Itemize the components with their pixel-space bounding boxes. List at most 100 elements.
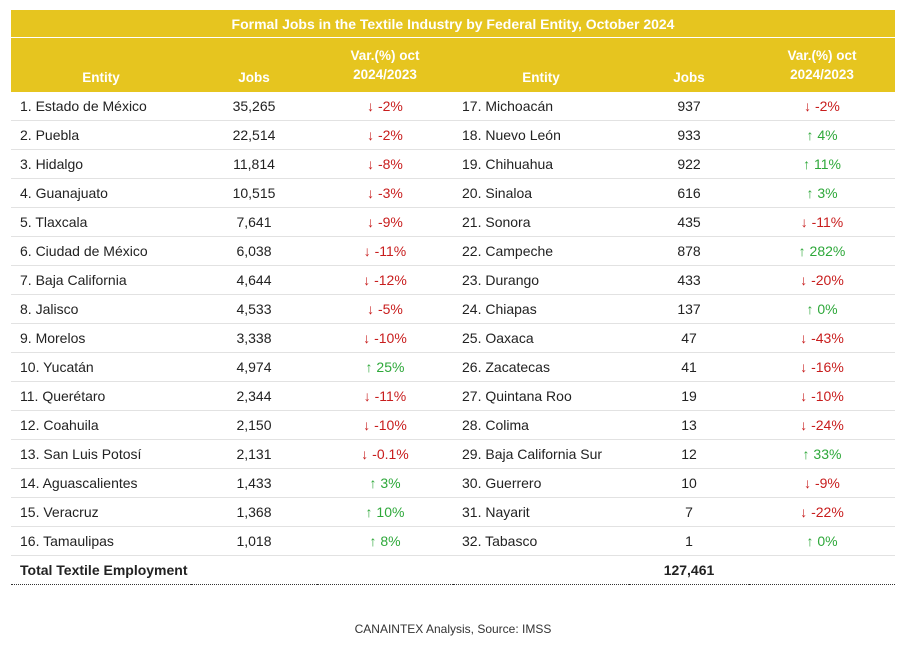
jobs-value: 616: [629, 178, 749, 208]
variation-cell: ↑ 8%: [317, 526, 453, 556]
table-container: Formal Jobs in the Textile Industry by F…: [11, 10, 895, 585]
entity-name: 2. Puebla: [11, 120, 191, 150]
table-row: 9. Morelos 3,338 ↓ -10% 25. Oaxaca 47 ↓ -43%: [11, 323, 895, 353]
arrow-up-icon: ↑: [806, 301, 814, 317]
jobs-value: 937: [629, 92, 749, 121]
entity-name: 13. San Luis Potosí: [11, 439, 191, 469]
variation-value: -16%: [811, 359, 844, 375]
entity-name: 26. Zacatecas: [453, 352, 629, 382]
jobs-value: 2,344: [191, 381, 317, 411]
table-row: 15. Veracruz 1,368 ↑ 10% 31. Nayarit 7 ↓ -22%: [11, 497, 895, 527]
variation-cell: ↓ -43%: [749, 323, 895, 353]
arrow-down-icon: ↓: [363, 243, 371, 259]
jobs-value: 1,433: [191, 468, 317, 498]
arrow-down-icon: ↓: [367, 127, 375, 143]
variation-value: -2%: [377, 127, 403, 143]
jobs-value: 933: [629, 120, 749, 150]
arrow-up-icon: ↑: [806, 127, 814, 143]
variation-cell: ↓ -10%: [317, 410, 453, 440]
jobs-value: 1: [629, 526, 749, 556]
header-var-line1: Var.(%) oct: [350, 48, 420, 63]
variation-cell: ↑ 11%: [749, 149, 895, 179]
entity-name: 10. Yucatán: [11, 352, 191, 382]
arrow-down-icon: ↓: [800, 388, 808, 404]
jobs-value: 878: [629, 236, 749, 266]
header-var-left: Var.(%) oct 2024/2023: [317, 38, 453, 92]
variation-value: -5%: [377, 301, 403, 317]
variation-cell: ↓ -5%: [317, 294, 453, 324]
table-row: 16. Tamaulipas 1,018 ↑ 8% 32. Tabasco 1 ↑ 0%: [11, 526, 895, 556]
table-row: 4. Guanajuato 10,515 ↓ -3% 20. Sinaloa 616 ↑ …: [11, 178, 895, 208]
variation-cell: ↓ -24%: [749, 410, 895, 440]
entity-name: 17. Michoacán: [453, 92, 629, 121]
jobs-value: 13: [629, 410, 749, 440]
variation-cell: ↓ -12%: [317, 265, 453, 295]
variation-value: -9%: [814, 475, 840, 491]
table-row: 1. Estado de México 35,265 ↓ -2% 17. Michoa…: [11, 92, 895, 121]
variation-value: -11%: [374, 243, 407, 259]
jobs-value: 35,265: [191, 92, 317, 121]
jobs-value: 11,814: [191, 149, 317, 179]
table-row: 14. Aguascalientes 1,433 ↑ 3% 30. Guerrero 1…: [11, 468, 895, 498]
variation-cell: ↑ 10%: [317, 497, 453, 527]
jobs-value: 4,533: [191, 294, 317, 324]
variation-value: 4%: [817, 127, 838, 143]
total-spacer: [317, 555, 629, 585]
jobs-value: 3,338: [191, 323, 317, 353]
table-title: Formal Jobs in the Textile Industry by F…: [11, 10, 895, 38]
jobs-value: 2,131: [191, 439, 317, 469]
arrow-down-icon: ↓: [800, 359, 808, 375]
variation-cell: ↓ -0.1%: [317, 439, 453, 469]
entity-name: 28. Colima: [453, 410, 629, 440]
variation-value: -24%: [811, 417, 844, 433]
header-row: Entity Jobs Var.(%) oct 2024/2023 Entity…: [11, 38, 895, 92]
arrow-down-icon: ↓: [363, 388, 371, 404]
entity-name: 6. Ciudad de México: [11, 236, 191, 266]
jobs-value: 6,038: [191, 236, 317, 266]
arrow-down-icon: ↓: [367, 156, 375, 172]
entity-name: 8. Jalisco: [11, 294, 191, 324]
entity-name: 20. Sinaloa: [453, 178, 629, 208]
arrow-down-icon: ↓: [800, 417, 808, 433]
variation-value: -22%: [811, 504, 844, 520]
variation-cell: ↓ -22%: [749, 497, 895, 527]
jobs-value: 7: [629, 497, 749, 527]
variation-cell: ↓ -20%: [749, 265, 895, 295]
variation-cell: ↑ 0%: [749, 526, 895, 556]
variation-value: 11%: [813, 156, 841, 172]
table-row: 7. Baja California 4,644 ↓ -12% 23. Durango…: [11, 265, 895, 295]
arrow-down-icon: ↓: [367, 214, 375, 230]
arrow-down-icon: ↓: [367, 98, 375, 114]
arrow-up-icon: ↑: [806, 185, 814, 201]
arrow-up-icon: ↑: [798, 243, 806, 259]
variation-value: 0%: [817, 533, 838, 549]
header-jobs-right: Jobs: [629, 38, 749, 92]
table-row: 5. Tlaxcala 7,641 ↓ -9% 21. Sonora 435 ↓ -11%: [11, 207, 895, 237]
arrow-down-icon: ↓: [804, 98, 812, 114]
variation-value: 10%: [376, 504, 405, 520]
source-note: CANAINTEX Analysis, Source: IMSS: [354, 622, 552, 636]
arrow-down-icon: ↓: [363, 272, 371, 288]
jobs-value: 22,514: [191, 120, 317, 150]
header-jobs-left: Jobs: [191, 38, 317, 92]
variation-cell: ↓ -16%: [749, 352, 895, 382]
arrow-down-icon: ↓: [800, 214, 808, 230]
entity-name: 32. Tabasco: [453, 526, 629, 556]
table-row: 2. Puebla 22,514 ↓ -2% 18. Nuevo León 933 ↑ 4…: [11, 120, 895, 150]
total-label: Total Textile Employment: [11, 555, 317, 585]
total-value: 127,461: [629, 555, 749, 585]
header-var-right: Var.(%) oct 2024/2023: [749, 38, 895, 92]
jobs-value: 10,515: [191, 178, 317, 208]
variation-cell: ↑ 3%: [317, 468, 453, 498]
variation-value: -11%: [374, 388, 407, 404]
arrow-down-icon: ↓: [800, 504, 808, 520]
variation-value: 0%: [817, 301, 838, 317]
variation-cell: ↓ -10%: [317, 323, 453, 353]
variation-cell: ↓ -11%: [317, 381, 453, 411]
jobs-table: Entity Jobs Var.(%) oct 2024/2023 Entity…: [11, 38, 895, 585]
variation-cell: ↑ 3%: [749, 178, 895, 208]
variation-value: -9%: [377, 214, 403, 230]
variation-cell: ↓ -2%: [317, 120, 453, 150]
variation-value: -8%: [377, 156, 403, 172]
jobs-value: 7,641: [191, 207, 317, 237]
